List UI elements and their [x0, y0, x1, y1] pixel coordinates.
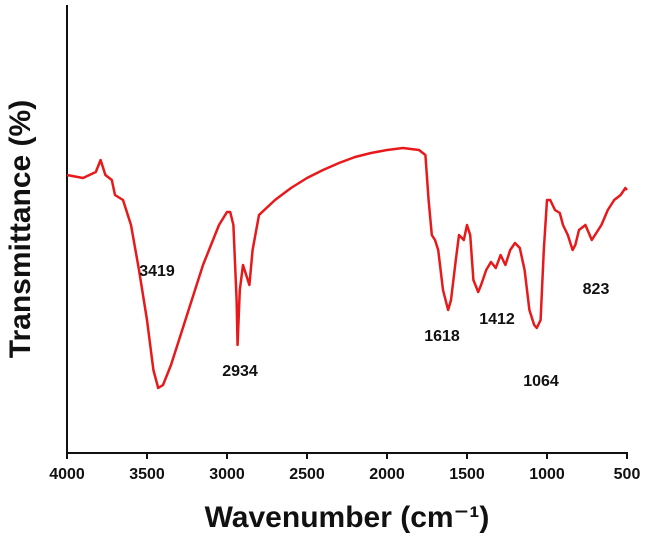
peak-label: 1064 — [523, 373, 559, 390]
peak-label: 3419 — [139, 263, 175, 280]
x-tick-label: 2500 — [289, 466, 325, 483]
peak-label: 823 — [583, 281, 610, 298]
x-tick-label: 3500 — [129, 466, 165, 483]
x-tick-label: 1500 — [449, 466, 485, 483]
x-tick-label: 2000 — [369, 466, 405, 483]
x-tick-label: 4000 — [49, 466, 85, 483]
peak-label: 2934 — [222, 363, 258, 380]
peak-label: 1618 — [424, 328, 460, 345]
x-tick-label: 3000 — [209, 466, 245, 483]
peak-label: 1412 — [479, 311, 515, 328]
spectrum-line — [66, 146, 628, 390]
x-axis-title: Wavenumber (cm⁻¹) — [205, 501, 490, 534]
x-tick-label: 1000 — [529, 466, 565, 483]
x-tick-label: 500 — [614, 466, 641, 483]
y-axis-title: Transmittance (%) — [4, 100, 37, 358]
